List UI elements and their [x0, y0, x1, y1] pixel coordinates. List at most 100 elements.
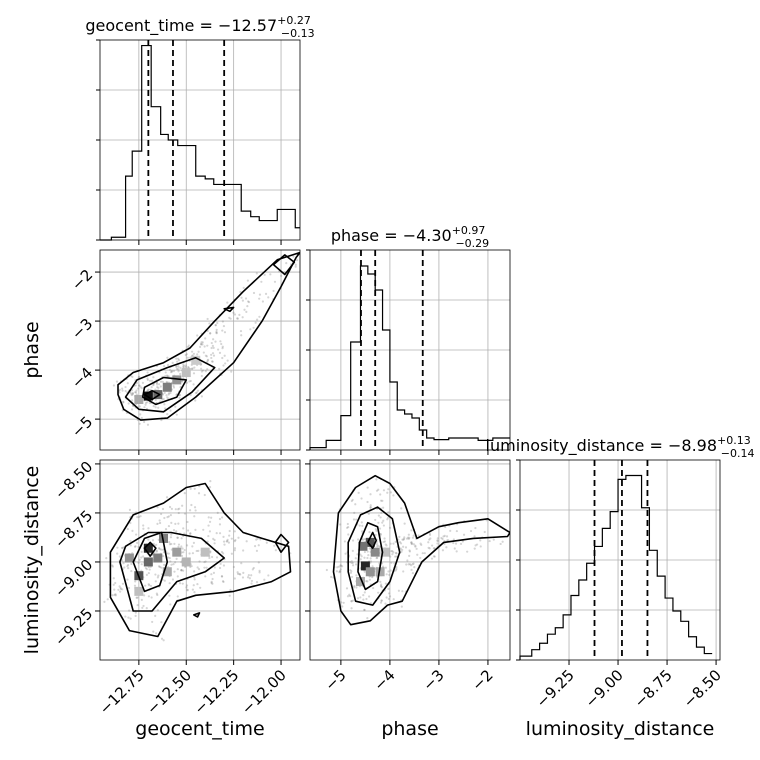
scatter-point	[180, 554, 184, 558]
scatter-point	[189, 394, 192, 397]
scatter-point	[405, 563, 408, 566]
scatter-point	[145, 568, 148, 571]
contour-level-0	[109, 482, 292, 638]
scatter-point	[402, 538, 405, 541]
scatter-point	[360, 555, 363, 558]
scatter-point	[228, 529, 231, 533]
scatter-point	[186, 589, 189, 592]
scatter-point	[118, 555, 121, 558]
scatter-point	[387, 570, 390, 573]
scatter-point	[376, 545, 379, 548]
scatter-point	[140, 556, 143, 559]
panel-content	[100, 250, 300, 450]
scatter-point	[172, 386, 176, 389]
scatter-point	[138, 558, 141, 562]
scatter-point	[111, 565, 114, 568]
scatter-point	[194, 528, 197, 531]
scatter-point	[146, 389, 149, 392]
scatter-point	[185, 381, 189, 384]
scatter-point	[221, 580, 225, 583]
scatter-point	[211, 360, 214, 363]
scatter-point	[359, 553, 362, 556]
scatter-point	[163, 391, 166, 394]
scatter-point	[416, 553, 419, 556]
scatter-point	[337, 565, 341, 568]
scatter-point	[357, 491, 360, 494]
panel-content	[310, 460, 510, 660]
scatter-point	[147, 566, 150, 569]
scatter-point	[166, 413, 169, 416]
scatter-point	[118, 388, 121, 391]
scatter-point	[148, 584, 151, 587]
scatter-point	[210, 356, 213, 360]
scatter-point	[154, 398, 157, 402]
scatter-point	[211, 582, 214, 585]
scatter-point	[196, 583, 199, 586]
panel-frame	[519, 459, 721, 661]
contour-level-3	[143, 541, 157, 557]
scatter-point	[208, 556, 211, 560]
scatter-point	[452, 538, 455, 541]
scatter-point	[246, 576, 250, 579]
scatter-point	[388, 526, 392, 530]
scatter-point	[366, 556, 369, 560]
scatter-point	[387, 511, 390, 514]
density-cell	[124, 553, 134, 563]
scatter-point	[245, 540, 248, 543]
scatter-point	[355, 586, 358, 589]
scatter-point	[222, 580, 225, 584]
scatter-point	[371, 565, 374, 568]
scatter-point	[116, 546, 119, 549]
scatter-point	[128, 609, 131, 612]
density-cell	[143, 543, 153, 553]
scatter-point	[442, 535, 445, 538]
histogram-phase	[309, 265, 510, 450]
density-cell	[358, 541, 368, 551]
scatter-point	[294, 265, 297, 268]
scatter-point	[252, 326, 255, 329]
scatter-point	[261, 300, 265, 303]
scatter-point	[175, 557, 178, 560]
scatter-point	[196, 353, 199, 356]
scatter-point	[224, 362, 227, 365]
histogram-luminosity_distance	[519, 474, 713, 660]
scatter-point	[183, 548, 186, 552]
scatter-point	[239, 573, 242, 576]
scatter-point	[219, 562, 222, 565]
scatter-point	[200, 367, 203, 370]
scatter-point	[433, 555, 436, 558]
scatter-point	[395, 552, 398, 555]
density-cell	[134, 395, 144, 405]
scatter-point	[215, 328, 218, 332]
scatter-point	[145, 573, 148, 576]
scatter-point	[244, 297, 248, 300]
y-axis-label: phase	[21, 321, 43, 378]
scatter-point	[363, 608, 366, 611]
scatter-point	[389, 491, 392, 494]
scatter-point	[200, 395, 203, 398]
scatter-point	[177, 508, 180, 511]
x-tick-label: −12.25	[190, 666, 242, 718]
scatter-point	[436, 539, 439, 543]
scatter-point	[347, 525, 350, 529]
scatter-point	[209, 480, 212, 483]
scatter-point	[142, 524, 145, 527]
panel-frame	[99, 249, 301, 451]
y-tick-label: −8.75	[51, 507, 96, 552]
scatter-point	[157, 406, 160, 409]
scatter-point	[155, 550, 158, 553]
scatter-point	[212, 346, 215, 350]
scatter-point	[210, 580, 213, 583]
density-cell	[365, 537, 375, 547]
scatter-point	[254, 321, 257, 324]
scatter-point	[160, 621, 163, 624]
scatter-point	[387, 516, 390, 519]
scatter-point	[377, 514, 380, 517]
scatter-point	[243, 308, 246, 311]
scatter-point	[209, 550, 212, 553]
scatter-point	[408, 550, 412, 553]
scatter-point	[395, 555, 398, 558]
scatter-point	[112, 577, 115, 580]
scatter-point	[170, 563, 173, 566]
scatter-point	[257, 561, 260, 564]
